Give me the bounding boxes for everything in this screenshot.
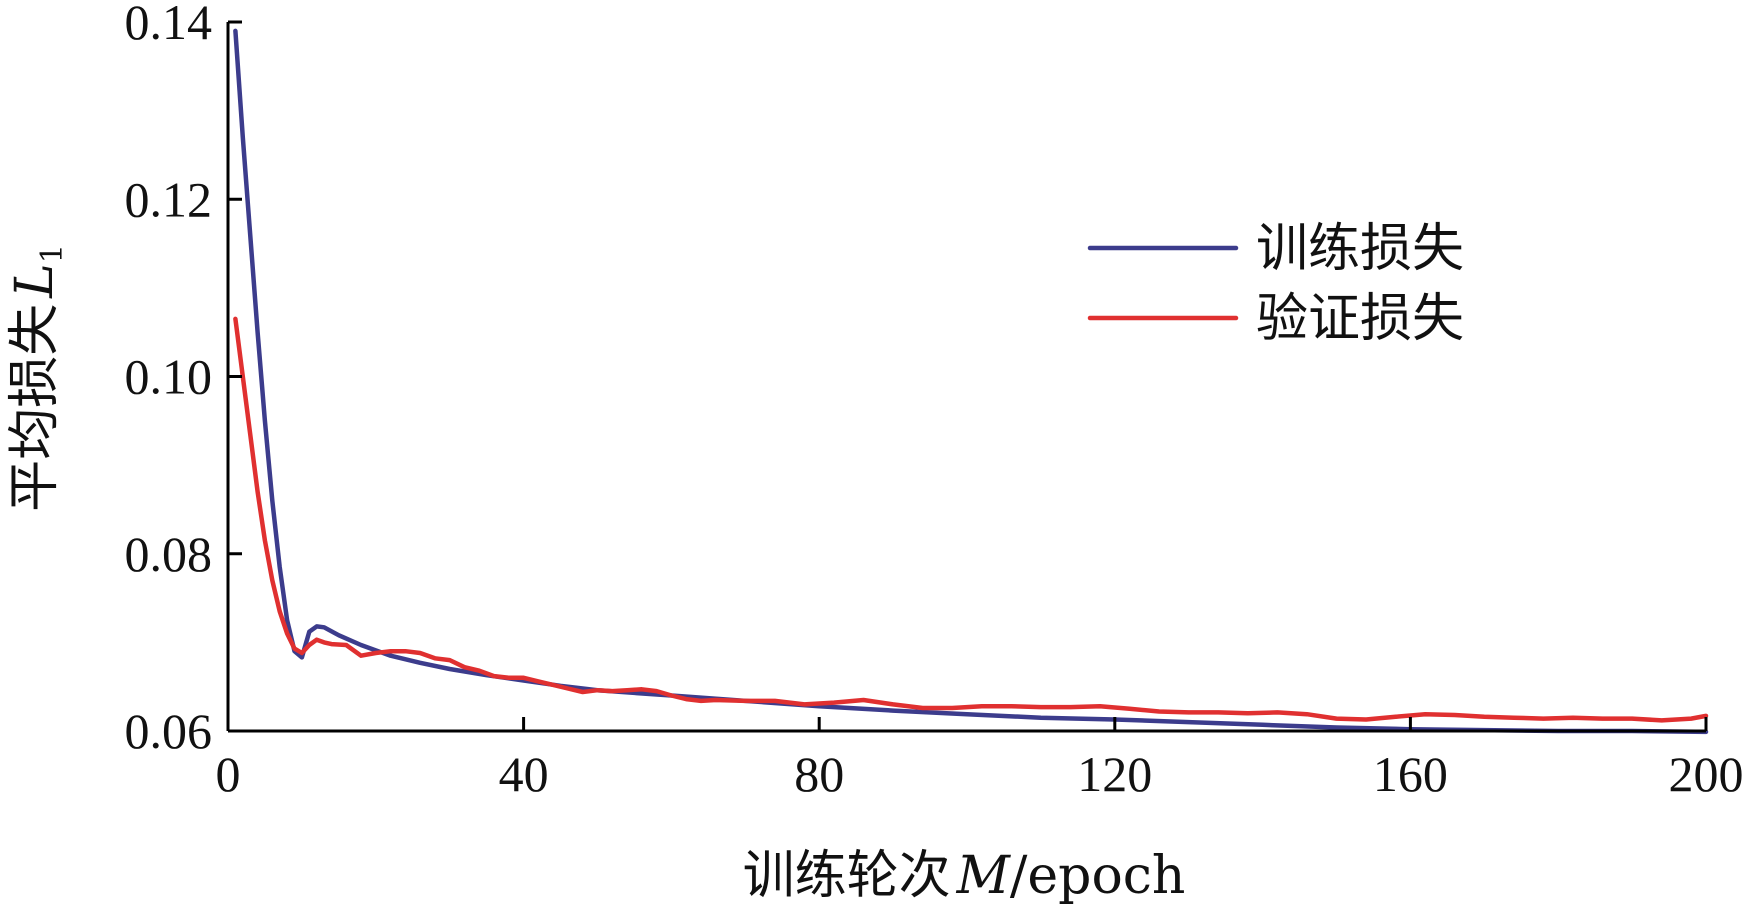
x-tick-label: 40: [499, 746, 549, 802]
y-tick-label: 0.06: [125, 703, 213, 759]
x-axis-title: 训练轮次 M/epoch: [743, 846, 1186, 906]
y-tick-label: 0.10: [125, 349, 213, 405]
x-tick-label: 160: [1373, 746, 1448, 802]
series-line-val: [233, 316, 1709, 723]
legend-label-train: 训练损失: [1256, 219, 1464, 279]
x-ticks: 0 40 80 120 160 200: [216, 717, 1744, 802]
x-tick-label: 120: [1077, 746, 1152, 802]
y-axis-title: 平均损失L1: [5, 244, 70, 512]
y-tick-label: 0.08: [125, 526, 213, 582]
series-line-train: [233, 28, 1709, 735]
y-ticks: 0.06 0.08 0.10 0.12 0.14: [125, 0, 242, 759]
x-tick-label: 80: [794, 746, 844, 802]
x-tick-label: 0: [216, 746, 241, 802]
legend: 训练损失 验证损失: [1087, 219, 1464, 349]
x-tick-label: 200: [1669, 746, 1744, 802]
legend-label-val: 验证损失: [1256, 289, 1464, 349]
axes: [226, 22, 1706, 733]
y-tick-label: 0.12: [125, 171, 213, 227]
y-tick-label: 0.14: [125, 0, 213, 50]
plot-lines: [233, 28, 1709, 735]
